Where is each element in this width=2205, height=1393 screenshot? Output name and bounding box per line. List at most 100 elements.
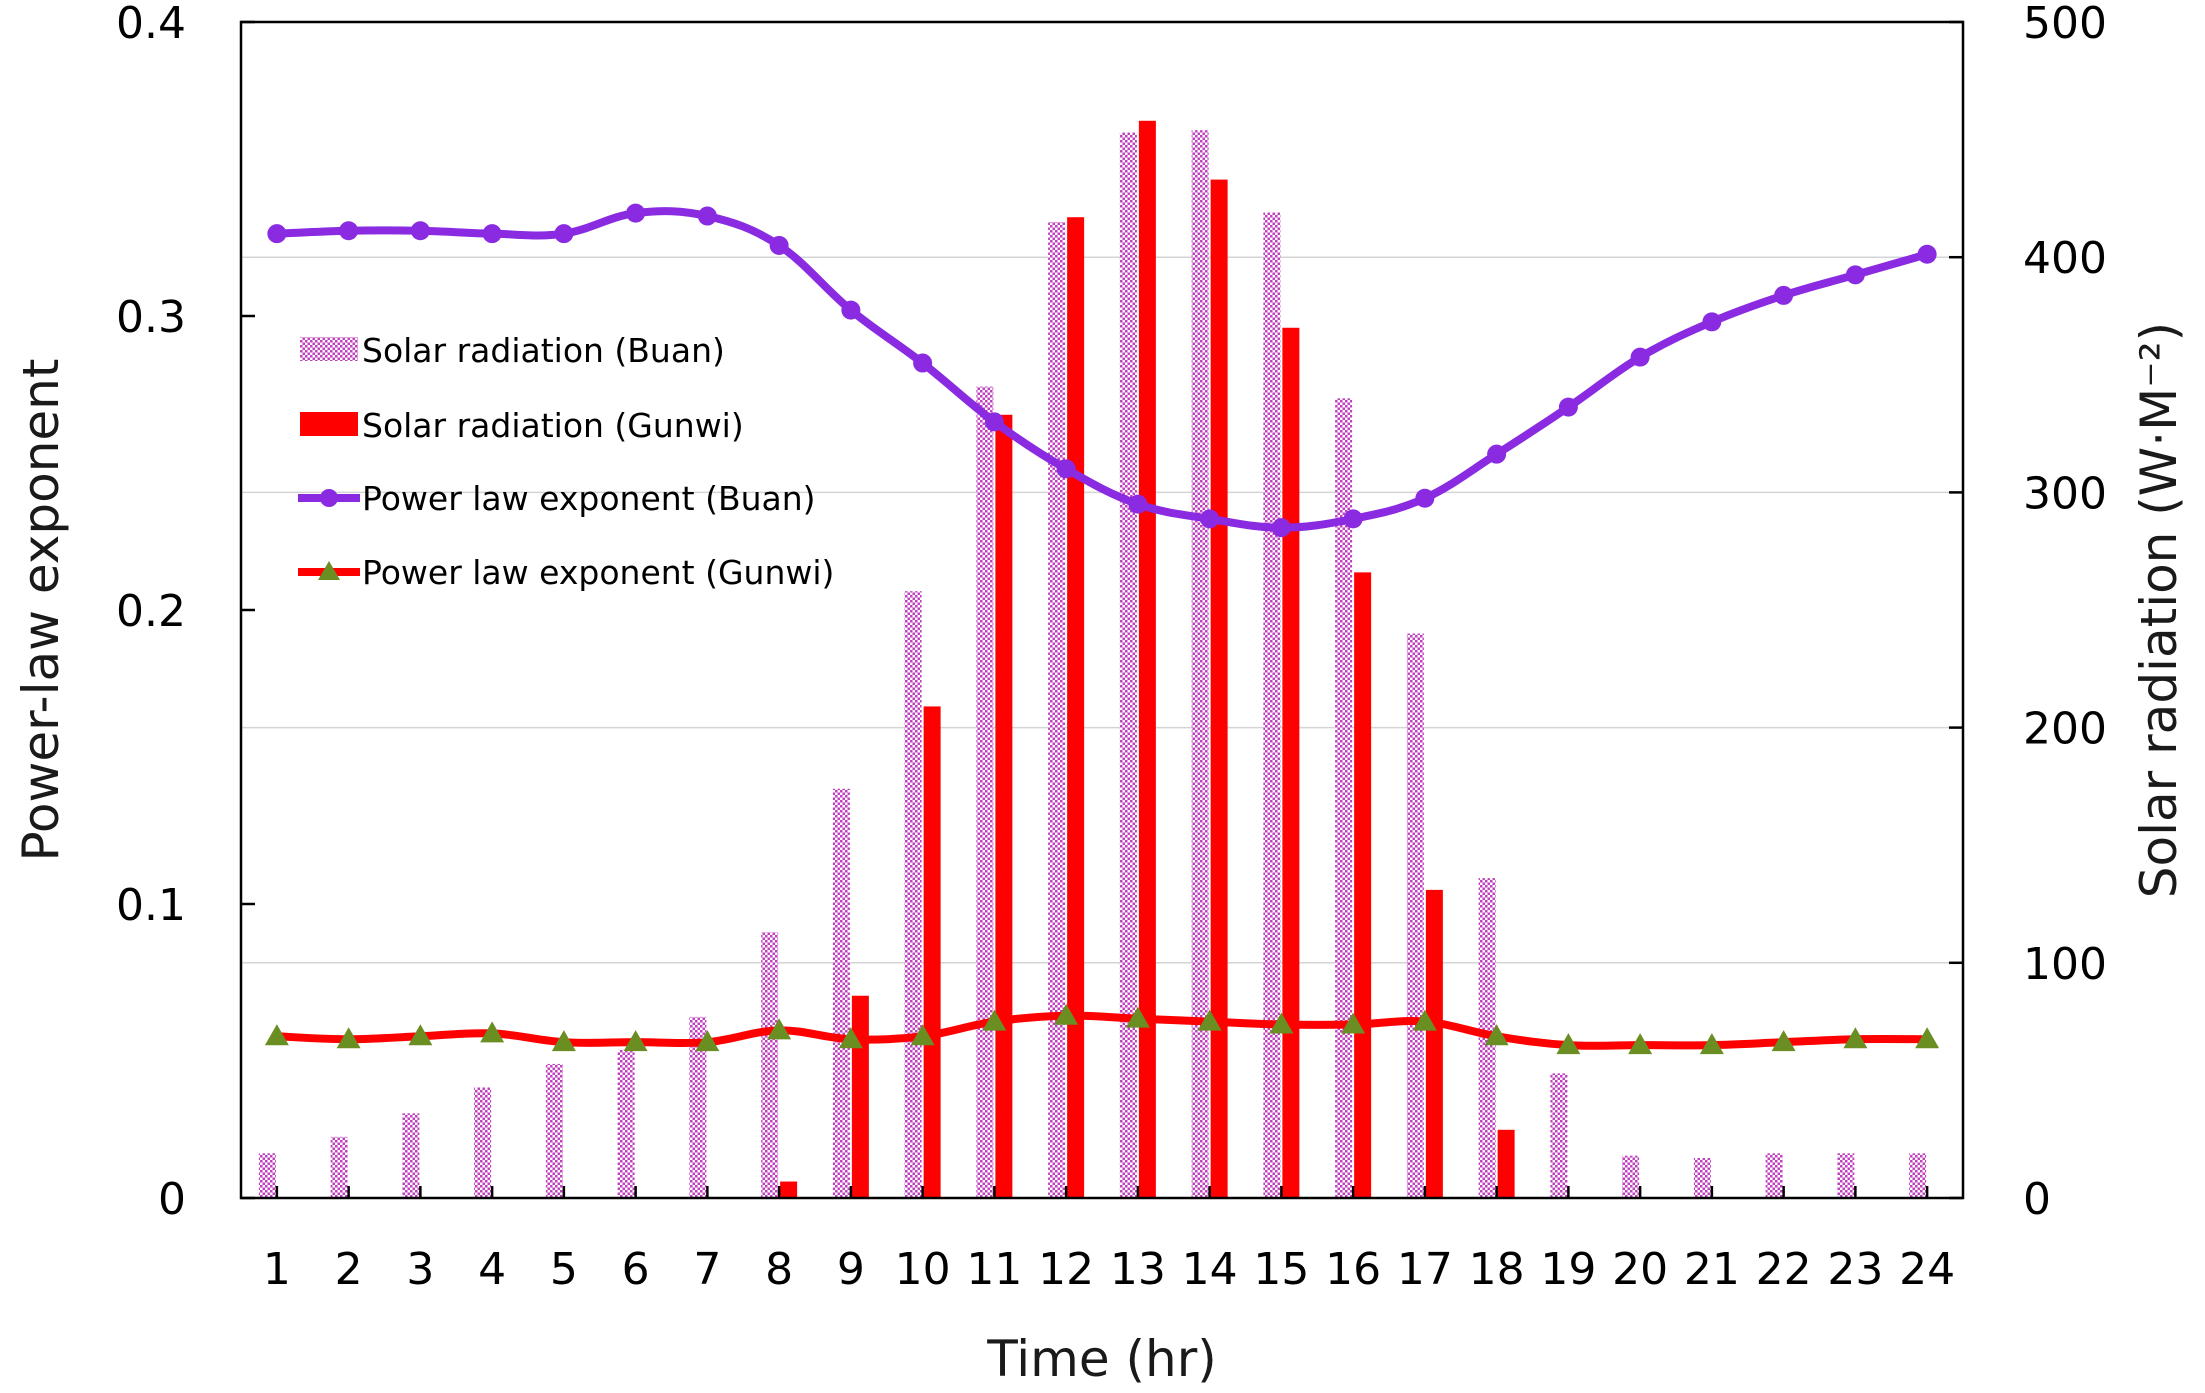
x-tick-label: 22 (1756, 1244, 1812, 1295)
point-exponent-gunwi (1771, 1030, 1796, 1052)
markers (264, 203, 1940, 1055)
bar-solar-buan (617, 1049, 635, 1198)
point-exponent-gunwi (838, 1027, 863, 1049)
bar-solar-buan (330, 1136, 348, 1198)
bars (258, 120, 1927, 1199)
point-exponent-buan (267, 224, 287, 244)
x-tick-label: 9 (837, 1244, 865, 1295)
bar-solar-buan (402, 1113, 420, 1198)
bar-solar-buan (904, 591, 922, 1198)
bar-solar-buan (976, 386, 994, 1198)
bar-solar-buan (1048, 221, 1066, 1199)
bar-solar-gunwi (1138, 120, 1156, 1199)
y2-tick-label: 200 (2023, 704, 2107, 755)
x-tick-label: 7 (693, 1244, 721, 1295)
point-exponent-buan (482, 224, 502, 244)
point-exponent-buan (410, 221, 430, 241)
x-tick-label: 12 (1038, 1244, 1094, 1295)
x-tick-label: 19 (1540, 1244, 1596, 1295)
point-exponent-gunwi (1556, 1033, 1581, 1055)
point-exponent-gunwi (1628, 1033, 1653, 1055)
y2-tick-label: 0 (2023, 1174, 2051, 1225)
point-exponent-gunwi (1915, 1027, 1940, 1049)
y-axis-title: Power-law exponent (12, 359, 70, 862)
x-tick-label: 8 (765, 1244, 793, 1295)
x-tick-label: 3 (406, 1244, 434, 1295)
point-exponent-gunwi (1125, 1006, 1150, 1028)
point-exponent-gunwi (336, 1027, 361, 1049)
point-exponent-gunwi (982, 1009, 1007, 1031)
legend-label-exponent-gunwi: Power law exponent (Gunwi) (362, 553, 834, 592)
point-exponent-gunwi (264, 1024, 289, 1046)
bar-solar-buan (761, 932, 779, 1198)
bar-solar-buan (1191, 130, 1209, 1198)
bar-solar-buan (1335, 398, 1353, 1198)
point-exponent-buan (841, 300, 861, 320)
x-tick-label: 10 (895, 1244, 951, 1295)
point-exponent-gunwi (1197, 1009, 1222, 1031)
x-tick-label: 2 (335, 1244, 363, 1295)
point-exponent-buan (1128, 494, 1148, 514)
point-exponent-gunwi (1269, 1012, 1294, 1034)
bar-solar-buan (1693, 1158, 1711, 1198)
point-exponent-buan (1415, 488, 1435, 508)
y-tick-label: 0.2 (116, 586, 186, 637)
point-exponent-gunwi (1054, 1003, 1079, 1025)
legend-label-solar-buan: Solar radiation (Buan) (362, 331, 725, 370)
bar-solar-buan (689, 1016, 707, 1198)
point-exponent-buan (1917, 244, 1937, 264)
point-exponent-buan (1056, 459, 1076, 479)
point-exponent-buan (1630, 347, 1650, 367)
bar-solar-buan (1263, 212, 1281, 1199)
point-exponent-gunwi (1341, 1012, 1366, 1034)
point-exponent-buan (1558, 397, 1578, 417)
bar-solar-buan (1765, 1153, 1783, 1198)
x-tick-label: 17 (1397, 1244, 1453, 1295)
point-exponent-gunwi (551, 1030, 576, 1052)
y-tick-label: 0.1 (116, 880, 186, 931)
point-exponent-buan (913, 353, 933, 373)
x-tick-label: 21 (1684, 1244, 1740, 1295)
bar-solar-buan (545, 1063, 563, 1198)
bar-solar-buan (1119, 132, 1137, 1199)
bar-solar-gunwi (1210, 179, 1228, 1199)
bar-solar-gunwi (1497, 1129, 1515, 1198)
point-exponent-buan (1343, 509, 1363, 529)
bar-solar-gunwi (923, 706, 941, 1198)
bar-solar-gunwi (1067, 217, 1085, 1198)
point-exponent-gunwi (1484, 1024, 1509, 1046)
legend-swatch-solar-buan (300, 337, 358, 361)
x-tick-label: 24 (1899, 1244, 1955, 1295)
plot-frame (239, 20, 1965, 1200)
x-tick-label: 11 (966, 1244, 1022, 1295)
point-exponent-gunwi (767, 1018, 792, 1040)
y2-tick-label: 300 (2023, 468, 2107, 519)
point-exponent-buan (1845, 265, 1865, 285)
point-exponent-buan (1200, 509, 1220, 529)
point-exponent-buan (769, 235, 789, 255)
legend-label-exponent-buan: Power law exponent (Buan) (362, 479, 816, 518)
point-exponent-gunwi (1843, 1027, 1868, 1049)
point-exponent-gunwi (480, 1021, 505, 1043)
y2-tick-label: 100 (2023, 939, 2107, 990)
point-exponent-buan (1774, 285, 1794, 305)
x-tick-label: 14 (1182, 1244, 1238, 1295)
x-axis-title: Time (hr) (986, 1330, 1217, 1388)
bar-solar-buan (258, 1153, 276, 1198)
x-tick-label: 1 (263, 1244, 291, 1295)
y2-axis-title: Solar radiation (W·M⁻²) (2130, 322, 2188, 898)
x-tick-label: 18 (1469, 1244, 1525, 1295)
legend: Solar radiation (Buan) Solar radiation (… (298, 331, 834, 592)
legend-marker-gunwi (318, 561, 340, 580)
x-tick-label: 15 (1253, 1244, 1309, 1295)
point-exponent-buan (1271, 518, 1291, 538)
line-exponent-gunwi (276, 1011, 1928, 1050)
bar-solar-buan (1909, 1153, 1927, 1198)
y-tick-label: 0.4 (116, 0, 186, 49)
x-tick-label: 16 (1325, 1244, 1381, 1295)
point-exponent-buan (984, 412, 1004, 432)
bar-solar-buan (1837, 1153, 1855, 1198)
point-exponent-buan (626, 203, 646, 223)
bar-solar-buan (1406, 633, 1424, 1198)
